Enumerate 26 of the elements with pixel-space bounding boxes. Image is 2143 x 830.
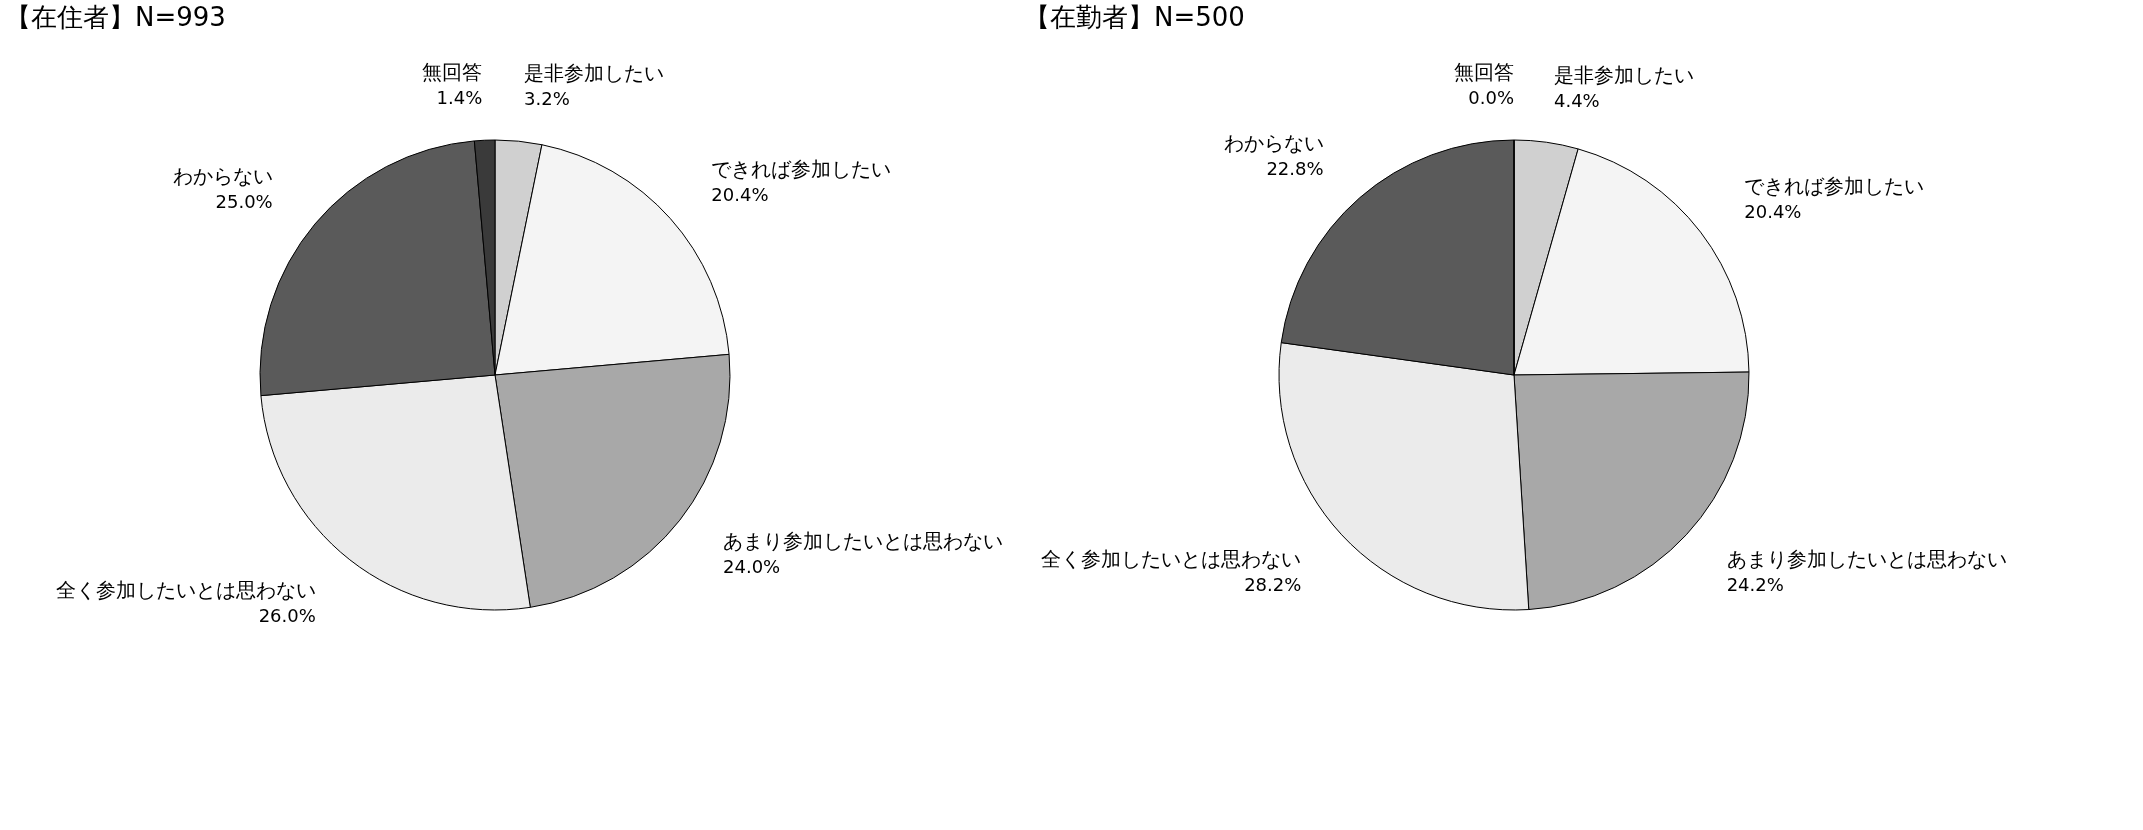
slice-label: できれば参加したい: [1744, 173, 1925, 198]
data-label: 28.2%: [1244, 574, 1302, 596]
data-label: 22.8%: [1266, 158, 1324, 180]
data-label: 20.4%: [711, 183, 769, 205]
data-label: 4.4%: [1553, 89, 1600, 111]
data-label: 3.2%: [524, 88, 570, 110]
slice-label: 全く参加したいとは思わない: [55, 578, 316, 603]
slice-label: 全く参加したいとは思わない: [1041, 547, 1302, 572]
category-label: 無回答: [1454, 60, 1514, 84]
slice-label: 是非参加したい: [524, 61, 665, 86]
slice-label: わからない: [1223, 131, 1324, 156]
slice-label: あまり参加したいとは思わない: [723, 529, 1004, 554]
data-label: 26.0%: [258, 605, 316, 627]
data-label: 1.4%: [436, 87, 483, 109]
slice-label: あまり参加したいとは思わない: [1726, 547, 2007, 572]
chart-title: 【在住者】N=993: [5, 2, 226, 32]
slice-label: できれば参加したい: [711, 156, 892, 181]
chart-title: 【在勤者】N=500: [1024, 2, 1245, 32]
data-label: 24.2%: [1726, 574, 1784, 596]
data-label: 24.0%: [723, 556, 781, 578]
slice-label: 是非参加したい: [1553, 62, 1694, 87]
slice-label: 無回答: [422, 60, 483, 85]
slice-label: わからない: [172, 163, 273, 188]
data-label: 20.4%: [1744, 200, 1802, 222]
data-label: 25.0%: [215, 190, 273, 212]
text: 0.0%: [1468, 87, 1514, 108]
